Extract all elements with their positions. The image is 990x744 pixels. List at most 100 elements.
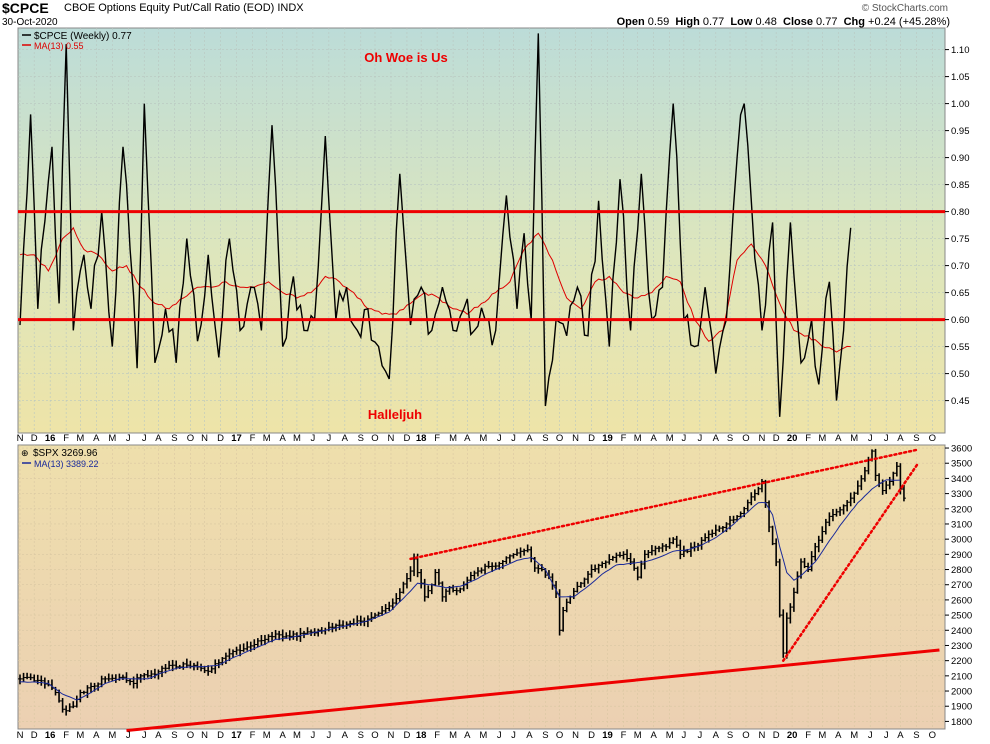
x-tick-label: A <box>93 433 100 444</box>
spx-ytick-label: 3200 <box>951 504 972 515</box>
x-tick-label: A <box>835 730 842 741</box>
spx-ytick-label: 3300 <box>951 489 972 500</box>
x-tick-label: D <box>404 433 411 444</box>
x-tick-label: A <box>713 433 720 444</box>
x-tick-label: 19 <box>602 433 613 444</box>
cpce-ytick-label: 1.10 <box>951 45 970 56</box>
x-tick-label: J <box>326 730 331 741</box>
cpce-ytick-label: 0.90 <box>951 153 970 164</box>
spx-ytick-label: 2800 <box>951 565 972 576</box>
spx-ytick-label: 3600 <box>951 444 972 455</box>
x-tick-label: A <box>155 730 162 741</box>
x-tick-label: J <box>326 433 331 444</box>
x-tick-label: S <box>727 433 733 444</box>
x-tick-label: 17 <box>231 730 242 741</box>
x-tick-label: A <box>342 730 349 741</box>
x-tick-label: F <box>805 433 811 444</box>
x-tick-label: J <box>511 730 516 741</box>
cpce-grid <box>18 28 945 433</box>
x-tick-label: N <box>759 433 766 444</box>
x-tick-label: J <box>142 730 147 741</box>
x-tick-label: M <box>263 433 271 444</box>
x-tick-label: J <box>884 730 889 741</box>
x-tick-label: J <box>868 730 873 741</box>
x-tick-label: O <box>929 433 936 444</box>
x-tick-label: 20 <box>787 730 798 741</box>
open-value: 0.59 <box>647 16 670 28</box>
x-tick-label: M <box>449 433 457 444</box>
cpce-legend: $CPCE (Weekly) 0.77 MA(13) 0.55 <box>22 31 132 51</box>
x-tick-label: A <box>526 433 533 444</box>
x-tick-label: S <box>542 433 548 444</box>
cpce-price-line <box>19 33 852 417</box>
x-tick-label: D <box>31 433 38 444</box>
x-tick-label: N <box>388 433 395 444</box>
x-tick-label: O <box>742 730 749 741</box>
x-tick-label: M <box>293 433 301 444</box>
spx-legend-icon: ⊕ <box>21 448 29 458</box>
x-tick-label: 16 <box>45 433 56 444</box>
spx-ytick-label: 2600 <box>951 595 972 606</box>
x-tick-label: A <box>713 730 720 741</box>
spx-ytick-label: 2300 <box>951 641 972 652</box>
x-tick-label: S <box>171 730 177 741</box>
spx-ytick-label: 1800 <box>951 717 972 728</box>
ohlc-readout: Open 0.59 High 0.77 Low 0.48 Close 0.77 … <box>617 16 950 28</box>
close-label: Close <box>783 16 813 28</box>
symbol-title: $CPCE <box>2 0 49 16</box>
x-tick-label: 16 <box>45 730 56 741</box>
spx-ytick-label: 3100 <box>951 519 972 530</box>
x-tick-label: O <box>929 730 936 741</box>
cpce-ytick-label: 0.65 <box>951 288 970 299</box>
cpce-legend-label: $CPCE (Weekly) 0.77 <box>34 31 132 42</box>
x-tick-label: D <box>217 433 224 444</box>
x-tick-label: J <box>497 433 502 444</box>
trendline-solid <box>126 648 940 733</box>
x-tick-label: M <box>479 433 487 444</box>
x-tick-label: J <box>868 433 873 444</box>
x-tick-label: J <box>311 433 316 444</box>
spx-ytick-label: 2400 <box>951 626 972 637</box>
cpce-ytick-label: 0.55 <box>951 342 970 353</box>
spx-y-axis: 1800 1900 2000 2100 2200 2300 2400 2500 2600 2700… <box>945 444 972 728</box>
x-tick-label: 18 <box>416 730 427 741</box>
x-tick-label: J <box>511 433 516 444</box>
close-value: 0.77 <box>816 16 838 28</box>
x-tick-label: D <box>773 433 780 444</box>
x-tick-label: M <box>108 730 116 741</box>
cpce-ytick-label: 0.95 <box>951 126 970 137</box>
x-tick-label: S <box>913 730 919 741</box>
low-label: Low <box>730 16 753 28</box>
spx-ytick-label: 2700 <box>951 580 972 591</box>
open-label: Open <box>616 16 645 28</box>
trendline-dotted <box>782 461 920 662</box>
x-axis-bottom: N D 16 F M A M J J A S O N D 17 F M A M J J A S O N D 18 F M A M J J A S O N… <box>17 730 936 741</box>
x-tick-label: N <box>17 433 24 444</box>
spx-ma-line <box>19 479 901 701</box>
chart-header: $CPCE CBOE Options Equity Put/Call Ratio… <box>0 0 990 30</box>
cpce-ytick-label: 1.05 <box>951 72 970 83</box>
x-tick-label: D <box>217 730 224 741</box>
cpce-ytick-label: 0.75 <box>951 234 970 245</box>
x-tick-label: O <box>371 730 378 741</box>
x-tick-label: 20 <box>787 433 798 444</box>
x-tick-label: O <box>556 433 563 444</box>
x-tick-label: A <box>464 433 471 444</box>
spx-ytick-label: 2900 <box>951 550 972 561</box>
x-tick-label: S <box>542 730 548 741</box>
low-value: 0.48 <box>755 16 777 28</box>
x-tick-label: N <box>201 730 208 741</box>
x-tick-label: M <box>293 730 301 741</box>
spx-legend-label: $SPX 3269.96 <box>33 448 98 459</box>
spx-ytick-label: 3400 <box>951 474 972 485</box>
x-tick-label: F <box>805 730 811 741</box>
spx-ytick-label: 2000 <box>951 687 972 698</box>
x-tick-label: A <box>280 730 287 741</box>
x-tick-label: M <box>666 433 674 444</box>
spx-trendlines <box>126 448 940 733</box>
x-tick-label: M <box>76 730 84 741</box>
chg-label: Chg <box>843 16 865 28</box>
cpce-ma-legend-label: MA(13) 0.55 <box>34 41 84 51</box>
x-tick-label: A <box>342 433 349 444</box>
cpce-ytick-label: 0.80 <box>951 207 970 218</box>
